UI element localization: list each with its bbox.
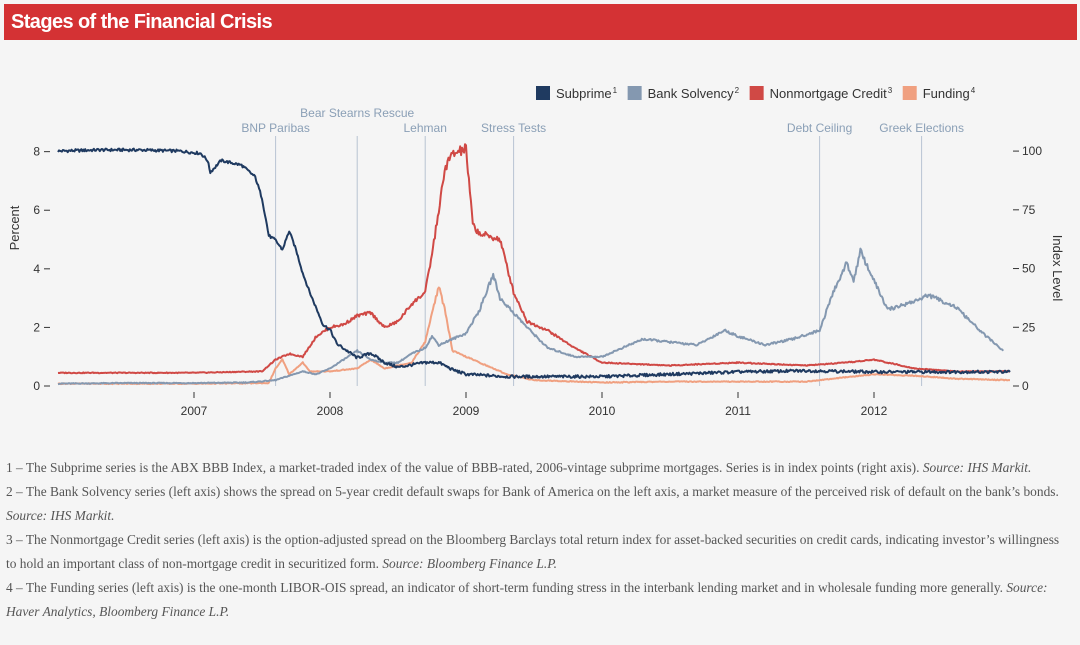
footnote-4: 4 – The Funding series (left axis) is th… bbox=[6, 580, 1048, 619]
x-axis-tick-label: 2012 bbox=[861, 404, 888, 418]
legend-footnote-marker: 4 bbox=[971, 86, 976, 95]
legend-footnote-marker: 2 bbox=[735, 86, 740, 95]
left-axis-tick-label: 2 bbox=[33, 320, 40, 334]
event-label: Bear Stearns Rescue bbox=[300, 106, 414, 120]
legend-swatch bbox=[749, 86, 764, 100]
x-axis-tick-label: 2008 bbox=[317, 404, 344, 418]
legend-label: Nonmortgage Credit bbox=[770, 86, 887, 101]
left-axis-tick-label: 6 bbox=[33, 203, 40, 217]
x-axis-tick-label: 2007 bbox=[181, 404, 208, 418]
x-axis-tick-label: 2009 bbox=[453, 404, 480, 418]
legend-swatch bbox=[627, 86, 642, 100]
legend-swatch bbox=[536, 86, 550, 100]
left-axis-title: Percent bbox=[7, 205, 22, 250]
legend-swatch bbox=[902, 86, 917, 100]
right-axis-tick-label: 75 bbox=[1022, 203, 1036, 217]
series-line-bank-solvency bbox=[57, 247, 1004, 386]
legend-label: Funding bbox=[923, 86, 970, 101]
footnote-2: 2 – The Bank Solvency series (left axis)… bbox=[6, 484, 1059, 523]
footnote-3: 3 – The Nonmortgage Credit series (left … bbox=[6, 532, 1060, 571]
legend-label: Bank Solvency bbox=[648, 86, 734, 101]
footnotes: 1 – The Subprime series is the ABX BBB I… bbox=[6, 456, 1072, 624]
left-axis-tick-label: 0 bbox=[33, 379, 40, 393]
left-axis-tick-label: 4 bbox=[33, 262, 40, 276]
x-axis-tick-label: 2010 bbox=[589, 404, 616, 418]
right-axis-tick-label: 25 bbox=[1022, 320, 1036, 334]
right-axis-tick-label: 100 bbox=[1022, 144, 1042, 158]
series-line-nonmortgage-credit bbox=[57, 143, 1011, 375]
right-axis-tick-label: 50 bbox=[1022, 262, 1036, 276]
x-axis-tick-label: 2011 bbox=[725, 404, 751, 418]
legend-footnote-marker: 3 bbox=[888, 86, 893, 95]
footnote-1: 1 – The Subprime series is the ABX BBB I… bbox=[6, 460, 1032, 475]
event-label: Stress Tests bbox=[481, 121, 546, 135]
chart-title: Stages of the Financial Crisis bbox=[4, 4, 1077, 40]
right-axis-title: Index Level bbox=[1050, 235, 1065, 302]
legend-label: Subprime bbox=[556, 86, 612, 101]
event-label: Lehman bbox=[404, 121, 447, 135]
left-axis-tick-label: 8 bbox=[33, 145, 40, 159]
event-label: Greek Elections bbox=[879, 121, 964, 135]
series-line-subprime bbox=[57, 147, 1011, 379]
event-label: BNP Paribas bbox=[241, 121, 309, 135]
right-axis-tick-label: 0 bbox=[1022, 379, 1029, 393]
event-label: Debt Ceiling bbox=[787, 121, 852, 135]
legend-footnote-marker: 1 bbox=[613, 86, 618, 95]
